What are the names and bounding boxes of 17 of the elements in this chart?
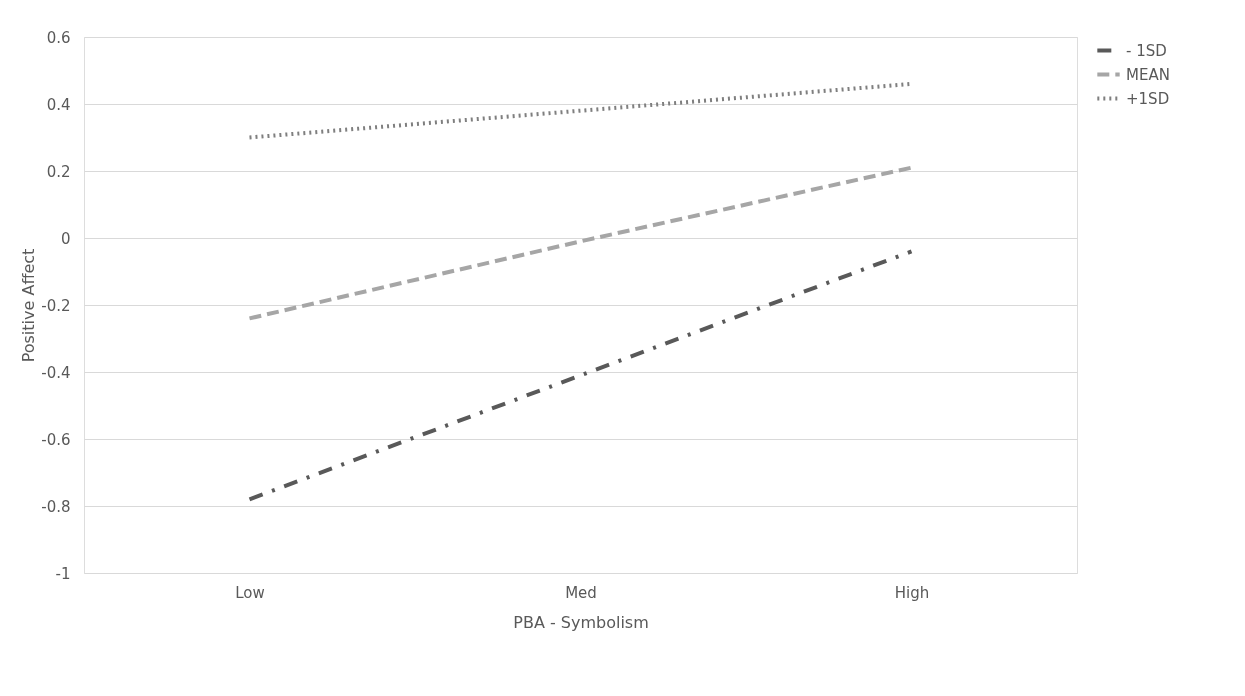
y-tick-label: 0.6: [46, 28, 71, 47]
x-axis-title: PBA - Symbolism: [513, 612, 649, 632]
x-tick-label: Med: [565, 583, 597, 602]
y-axis-title: Positive Affect: [19, 248, 39, 363]
y-tick-label: -0.6: [41, 430, 71, 449]
y-tick-label: 0.4: [46, 95, 71, 114]
y-tick-label: 0.2: [46, 162, 71, 181]
x-tick-label: High: [894, 583, 930, 602]
y-tick-label: -1: [55, 564, 71, 583]
y-tick-label: -0.8: [41, 497, 71, 516]
legend-label: - 1SD: [1126, 41, 1167, 60]
y-tick-label: 0: [60, 229, 71, 248]
y-tick-label: -0.4: [41, 363, 71, 382]
x-tick-label: Low: [235, 583, 265, 602]
legend-label: +1SD: [1126, 89, 1170, 108]
y-tick-label: -0.2: [41, 296, 71, 315]
legend-label: MEAN: [1126, 65, 1170, 84]
